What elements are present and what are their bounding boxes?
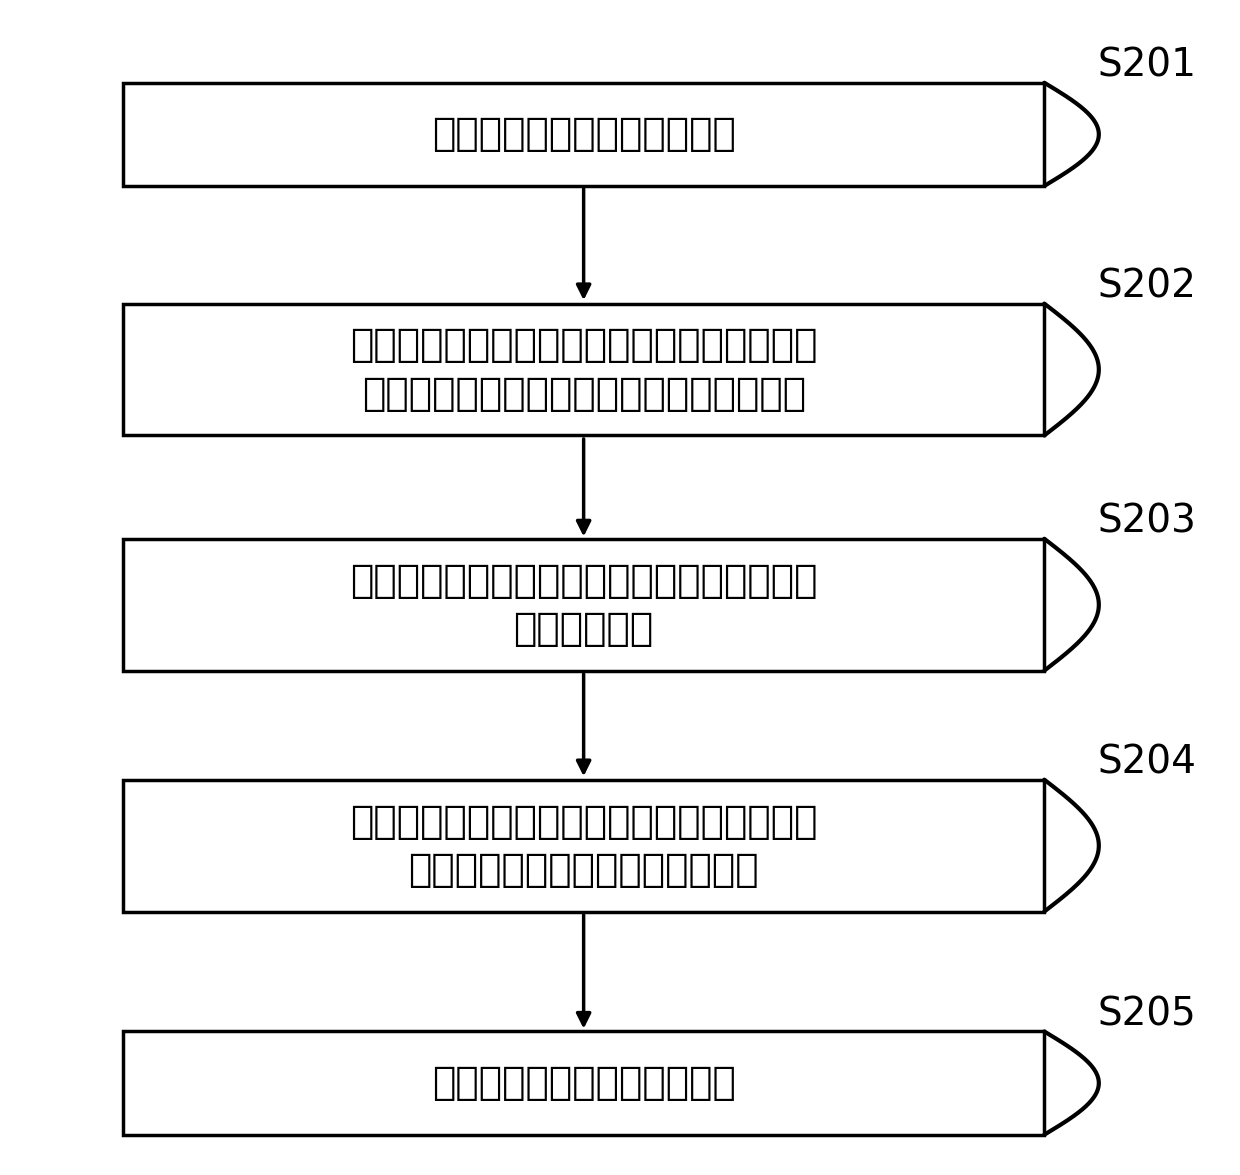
Text: S202: S202: [1097, 268, 1197, 306]
Bar: [123, 1032, 1044, 1135]
Bar: [123, 539, 1044, 671]
Bar: [123, 82, 1044, 186]
Text: S204: S204: [1097, 744, 1197, 781]
Text: 热能力输出值: 热能力输出值: [513, 610, 653, 647]
Text: 机的风机转速获取空调器的显热能力输出值: 机的风机转速获取空调器的显热能力输出值: [362, 375, 806, 412]
Text: 获取空调器室内机的风机转速: 获取空调器室内机的风机转速: [432, 115, 735, 154]
Text: S201: S201: [1097, 47, 1197, 85]
Text: S203: S203: [1097, 503, 1197, 540]
Bar: [123, 780, 1044, 912]
Text: 根据潜热能力输出值、回风湿度和空调室内机: 根据潜热能力输出值、回风湿度和空调室内机: [350, 803, 817, 840]
Text: 的风机转速获取空调器的出风湿度: 的风机转速获取空调器的出风湿度: [408, 851, 759, 888]
Text: 根据实际能力输出值和显热能力输出值获取潜: 根据实际能力输出值和显热能力输出值获取潜: [350, 562, 817, 599]
Text: 根据出风湿度获取实际除湿值: 根据出风湿度获取实际除湿值: [432, 1065, 735, 1102]
Text: 根据室内的当前温度、出风温度和空调器室内: 根据室内的当前温度、出风温度和空调器室内: [350, 327, 817, 364]
Bar: [123, 303, 1044, 436]
Text: S205: S205: [1097, 995, 1197, 1033]
